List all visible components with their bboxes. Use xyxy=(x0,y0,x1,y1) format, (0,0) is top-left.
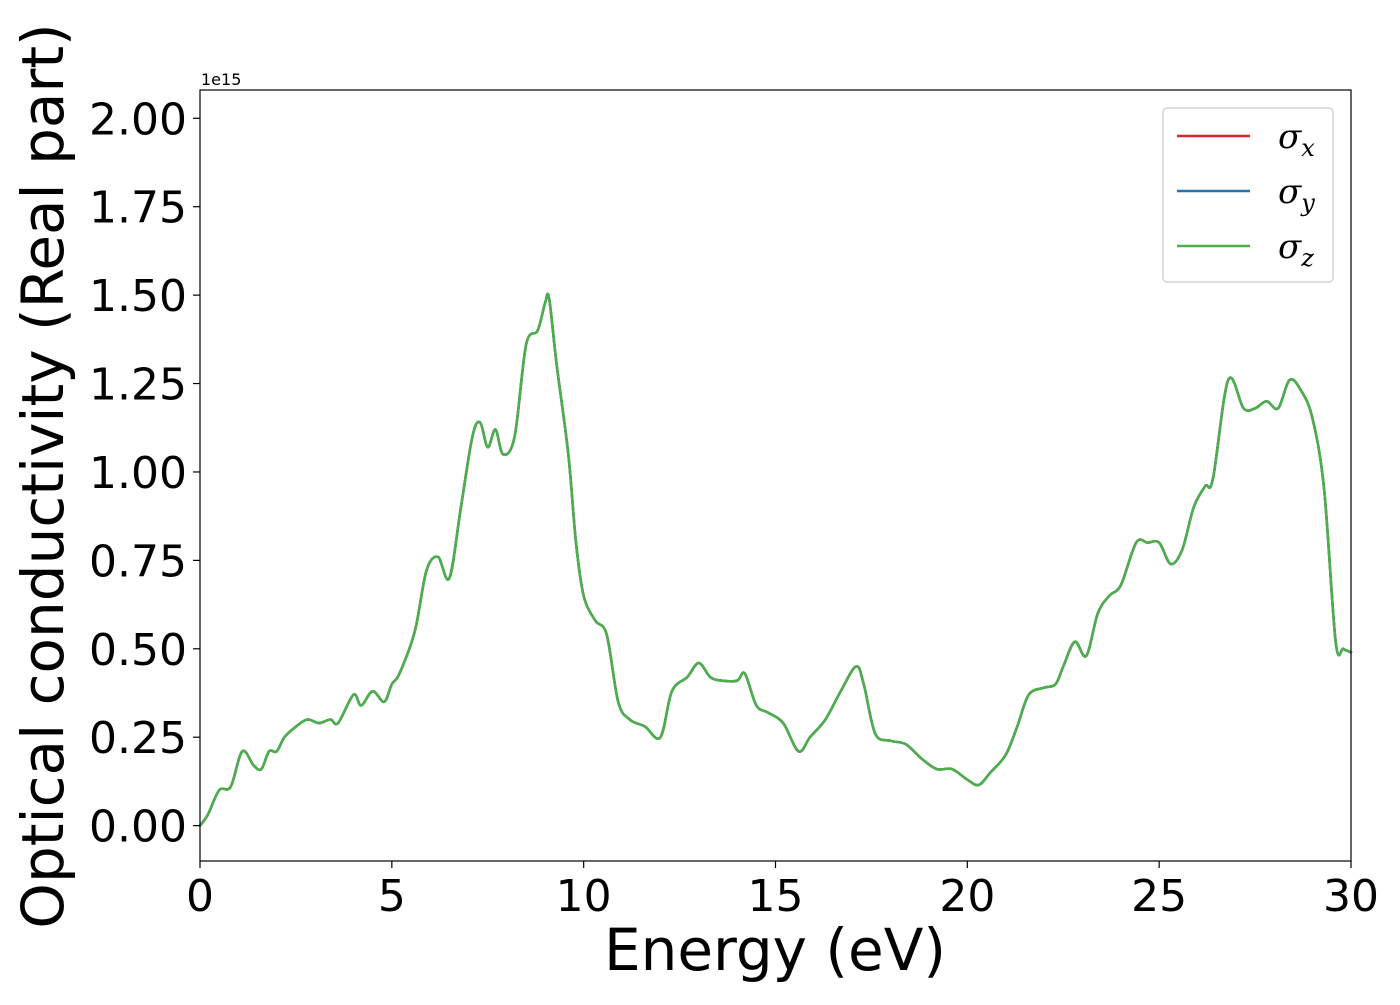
y-tick-label: 1.75 xyxy=(89,183,187,234)
x-tick-label: 25 xyxy=(1131,871,1187,922)
x-tick-label: 30 xyxy=(1323,871,1379,922)
y-tick-label: 0.50 xyxy=(89,625,187,676)
legend-box xyxy=(1162,107,1334,283)
y-axis-label: Optical conductivity (Real part) xyxy=(9,23,77,928)
x-tick-label: 0 xyxy=(186,871,214,922)
x-tick-label: 5 xyxy=(378,871,406,922)
x-tick-label: 15 xyxy=(748,871,804,922)
y-tick-label: 1.00 xyxy=(89,448,187,499)
x-axis-ticks: 0 5 10 15 20 25 30 xyxy=(186,861,1379,922)
y-tick-label: 0.00 xyxy=(89,802,187,853)
y-axis-ticks: 0.00 0.25 0.50 0.75 1.00 1.25 1.50 1.75 2.00 xyxy=(89,94,200,853)
y-tick-label: 0.25 xyxy=(89,713,187,764)
x-axis-label: Energy (eV) xyxy=(604,916,946,984)
y-tick-label: 1.25 xyxy=(89,360,187,411)
y-tick-label: 0.75 xyxy=(89,536,187,587)
series-line-z xyxy=(198,292,1353,827)
x-tick-label: 20 xyxy=(939,871,995,922)
x-tick-label: 10 xyxy=(556,871,612,922)
y-tick-label: 2.00 xyxy=(89,94,187,145)
series-layer xyxy=(198,292,1353,827)
y-tick-label: 1.50 xyxy=(89,271,187,322)
y-axis-offset-label: 1e15 xyxy=(201,70,241,89)
